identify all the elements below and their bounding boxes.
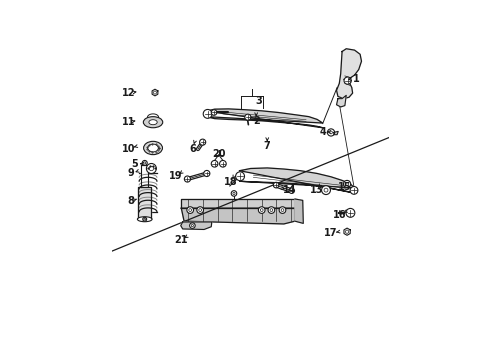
Text: 9: 9 [127, 168, 134, 179]
Text: 14: 14 [282, 185, 296, 195]
Circle shape [143, 162, 145, 164]
Text: 19: 19 [169, 171, 182, 181]
Circle shape [344, 77, 350, 84]
Circle shape [142, 161, 147, 166]
Circle shape [153, 91, 156, 94]
Circle shape [143, 219, 145, 220]
Polygon shape [333, 131, 338, 135]
Polygon shape [206, 109, 322, 128]
Circle shape [321, 186, 330, 194]
Circle shape [189, 223, 195, 228]
Circle shape [211, 110, 216, 115]
Circle shape [258, 207, 264, 213]
Circle shape [279, 207, 285, 213]
Circle shape [267, 207, 274, 213]
Polygon shape [152, 89, 158, 96]
Circle shape [349, 186, 357, 194]
Text: 17: 17 [324, 228, 337, 238]
Ellipse shape [143, 141, 162, 155]
Text: 16: 16 [332, 210, 346, 220]
Text: 6: 6 [189, 144, 195, 153]
Text: 2: 2 [252, 116, 259, 126]
Circle shape [219, 161, 226, 167]
Circle shape [232, 192, 235, 194]
Polygon shape [141, 165, 148, 187]
Circle shape [146, 163, 156, 174]
Circle shape [191, 225, 193, 227]
Circle shape [327, 129, 334, 136]
Text: 8: 8 [127, 196, 134, 206]
Circle shape [346, 208, 354, 217]
Circle shape [260, 209, 263, 211]
Text: 13: 13 [310, 185, 323, 195]
Circle shape [203, 109, 212, 118]
Polygon shape [343, 228, 349, 235]
Circle shape [235, 172, 244, 181]
Text: 3: 3 [255, 96, 262, 107]
Circle shape [149, 166, 153, 171]
Text: 10: 10 [122, 144, 135, 153]
Circle shape [198, 209, 201, 211]
Circle shape [324, 188, 327, 192]
Circle shape [231, 191, 236, 196]
Ellipse shape [143, 117, 163, 128]
Polygon shape [294, 199, 303, 223]
Circle shape [281, 209, 284, 211]
Circle shape [273, 183, 278, 188]
Ellipse shape [137, 217, 152, 222]
Polygon shape [181, 199, 294, 208]
Polygon shape [138, 187, 151, 219]
Circle shape [188, 209, 191, 211]
Circle shape [203, 170, 209, 176]
Polygon shape [336, 95, 346, 107]
Text: 18: 18 [224, 177, 238, 187]
Polygon shape [181, 222, 211, 229]
Circle shape [345, 230, 348, 233]
Circle shape [269, 209, 272, 211]
Circle shape [184, 176, 190, 182]
Text: 4: 4 [319, 127, 325, 137]
Text: 5: 5 [131, 159, 138, 169]
Text: 21: 21 [174, 235, 187, 245]
Circle shape [343, 180, 350, 188]
Polygon shape [336, 49, 361, 99]
Text: 1: 1 [352, 74, 359, 84]
Circle shape [288, 188, 294, 193]
Circle shape [345, 183, 348, 185]
Text: 12: 12 [122, 88, 135, 98]
Circle shape [244, 114, 250, 120]
Circle shape [197, 207, 203, 213]
Circle shape [142, 217, 146, 221]
Polygon shape [181, 208, 294, 224]
Text: 15: 15 [337, 183, 351, 192]
Circle shape [329, 131, 332, 134]
Ellipse shape [148, 120, 157, 125]
Circle shape [199, 139, 205, 145]
Text: 7: 7 [264, 141, 270, 151]
Text: 11: 11 [122, 117, 135, 127]
Text: 20: 20 [212, 149, 225, 159]
Circle shape [211, 161, 218, 167]
Circle shape [186, 207, 193, 213]
Polygon shape [239, 168, 354, 193]
Ellipse shape [147, 144, 158, 152]
